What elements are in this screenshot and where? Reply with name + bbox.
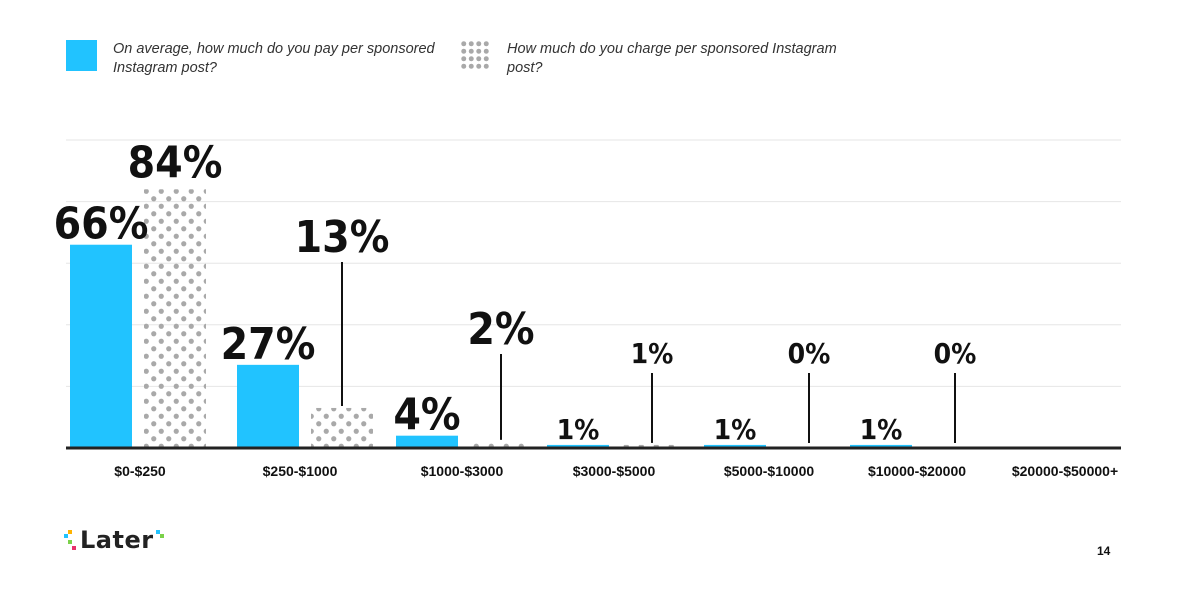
data-label-pay: 1%: [557, 413, 600, 446]
x-tick-label: $250-$1000: [263, 463, 338, 479]
bar-pay: [850, 444, 912, 448]
bar-charge: [144, 189, 206, 448]
x-tick-label: $10000-$20000: [868, 463, 966, 479]
bar-pay: [396, 435, 458, 448]
x-tick-label: $3000-$5000: [573, 463, 656, 479]
logo-wordmark: Later: [80, 526, 154, 554]
bar-pay: [704, 444, 766, 448]
x-tick-label: $1000-$3000: [421, 463, 504, 479]
legend-item-pay: On average, how much do you pay per spon…: [66, 40, 443, 78]
legend-label-charge: How much do you charge per sponsored Ins…: [507, 41, 837, 76]
data-label-pay: 1%: [860, 413, 903, 446]
data-label-charge: 13%: [295, 212, 390, 263]
legend-label-pay: On average, how much do you pay per spon…: [113, 41, 435, 76]
legend-swatch-charge: [460, 40, 491, 71]
data-label-charge: 84%: [128, 137, 223, 188]
page-number: 14: [1097, 544, 1111, 558]
data-label-charge: 0%: [934, 337, 977, 370]
logo-accent-icon: [155, 530, 164, 538]
x-tick-label: $0-$250: [114, 463, 166, 479]
legend-swatch-pay: [66, 40, 97, 71]
data-label-charge: 2%: [467, 304, 534, 355]
x-tick-label: $5000-$10000: [724, 463, 815, 479]
later-logo: Later: [64, 526, 166, 554]
data-label-pay: 66%: [54, 199, 149, 250]
data-label-charge: 1%: [631, 337, 674, 370]
bar-charge: [311, 407, 373, 448]
data-label-charge: 0%: [788, 337, 831, 370]
logo-pixel-icon: [64, 530, 76, 550]
data-label-pay: 27%: [221, 319, 316, 370]
legend-item-charge: How much do you charge per sponsored Ins…: [460, 40, 837, 78]
bar-pay: [237, 364, 299, 448]
bar-pay: [70, 244, 132, 448]
bar-pay: [547, 444, 609, 448]
bar-charge: [470, 441, 532, 448]
bar-charge: [621, 444, 683, 448]
x-tick-label: $20000-$50000+: [1012, 463, 1118, 479]
data-label-pay: 1%: [714, 413, 757, 446]
data-label-pay: 4%: [393, 390, 460, 441]
